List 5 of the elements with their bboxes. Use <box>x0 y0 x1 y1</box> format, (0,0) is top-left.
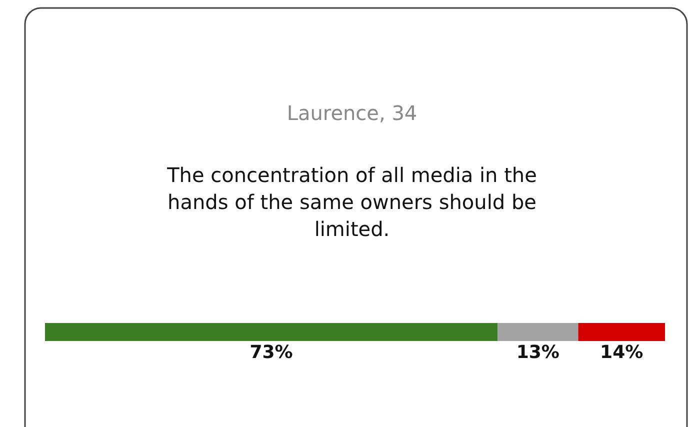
chart-subtitle: The concentration of all media in the hands of the same owners should be limited. <box>166 163 537 241</box>
data-label: 13% <box>516 342 560 363</box>
chart-title: Laurence, 34 <box>286 101 418 125</box>
data-label: 73% <box>250 342 293 363</box>
data-label: 14% <box>600 342 644 363</box>
